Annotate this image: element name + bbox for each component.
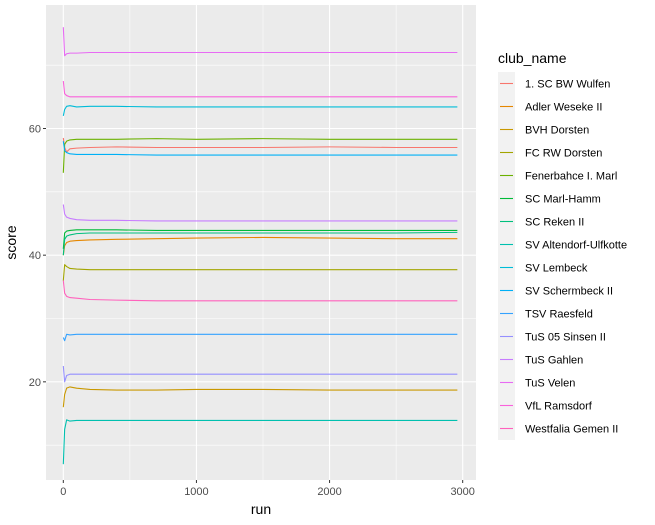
series-line (62, 419, 458, 465)
series-line (62, 105, 458, 116)
x-tick-label: 3000 (450, 486, 474, 498)
series-lines (62, 27, 458, 465)
y-axis-title: score (3, 225, 19, 259)
series-line (62, 333, 458, 342)
minor-grid (46, 5, 476, 480)
legend-label: VfL Ramsdorf (525, 401, 593, 413)
series-line (62, 264, 458, 281)
series-line (62, 204, 458, 222)
legend: club_name 1. SC BW Wulfen Adler Weseke II… (498, 50, 627, 440)
series-line (62, 386, 458, 408)
y-tick-label: 60 (29, 124, 41, 136)
series-line (62, 27, 458, 57)
series-line (62, 365, 458, 383)
series-line (62, 80, 458, 98)
y-axis: 20 40 60 (29, 124, 46, 389)
legend-label: TuS Gahlen (525, 355, 583, 367)
legend-label: Fenerbahce I. Marl (525, 171, 617, 183)
legend-label: TSV Raesfeld (525, 309, 593, 321)
major-grid (46, 5, 476, 480)
x-axis: 0 1000 2000 3000 (60, 480, 475, 498)
legend-label: SC Marl-Hamm (525, 194, 601, 206)
legend-label: BVH Dorsten (525, 125, 589, 137)
series-line (62, 141, 458, 156)
legend-label: TuS Velen (525, 378, 575, 390)
plot-panel (46, 5, 476, 480)
series-line (62, 138, 458, 173)
series-line (62, 236, 458, 256)
y-tick-label: 40 (29, 250, 41, 262)
series-line (62, 231, 458, 256)
series-line (62, 280, 458, 302)
legend-label: SC Reken II (525, 217, 584, 229)
y-tick-label: 20 (29, 377, 41, 389)
series-line (62, 229, 458, 249)
legend-label: Adler Weseke II (525, 102, 602, 114)
legend-label: SV Schermbeck II (525, 286, 613, 298)
x-axis-title: run (251, 501, 271, 517)
legend-label: Westfalia Gemen II (525, 424, 618, 436)
legend-items: 1. SC BW Wulfen Adler Weseke II BVH Dorste… (498, 72, 627, 440)
legend-title: club_name (498, 50, 567, 66)
x-tick-label: 2000 (317, 486, 341, 498)
legend-label: FC RW Dorsten (525, 148, 602, 160)
legend-label: 1. SC BW Wulfen (525, 79, 610, 91)
x-tick-label: 1000 (184, 486, 208, 498)
legend-label: TuS 05 Sinsen II (525, 332, 606, 344)
legend-label: SV Altendorf-Ulfkotte (525, 240, 627, 252)
x-tick-label: 0 (60, 486, 66, 498)
legend-label: SV Lembeck (525, 263, 588, 275)
